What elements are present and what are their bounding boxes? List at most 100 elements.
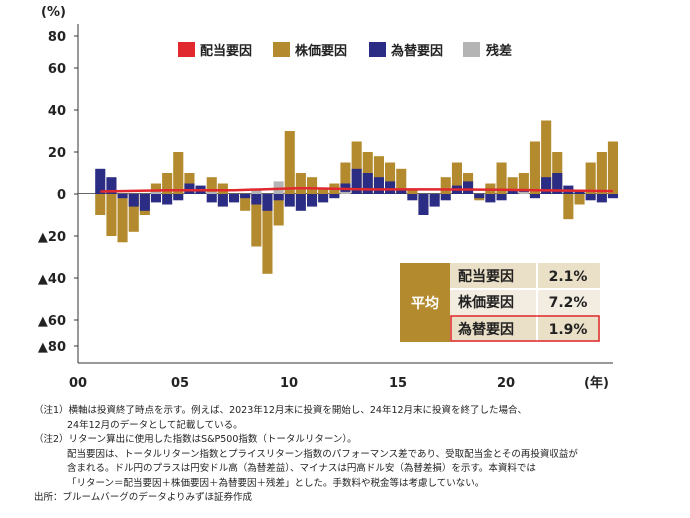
bar-stock <box>128 194 139 232</box>
bar-fx <box>529 194 540 199</box>
bar-fx <box>385 181 396 194</box>
bar-stock <box>385 162 396 194</box>
y-tick-label: 60 <box>48 62 66 77</box>
average-label-dividend: 配当要因 <box>458 268 514 285</box>
bar-stock <box>318 187 329 194</box>
bar-stock <box>351 141 362 194</box>
bar-stock <box>585 162 596 194</box>
bar-fx <box>139 194 150 211</box>
source-note: 出所：ブルームバーグのデータよりみずほ証券作成 <box>34 492 253 503</box>
bar-stock <box>563 194 574 220</box>
bar-stock <box>240 194 251 211</box>
average-value-stock: 7.2% <box>549 295 588 311</box>
bar-stock <box>340 162 351 194</box>
y-tick-label: ▲20 <box>38 230 66 245</box>
bar-stock <box>596 152 607 194</box>
bar-stock <box>507 177 518 194</box>
y-unit-label: (%) <box>41 5 66 20</box>
legend-label-residual: 残差 <box>486 43 512 59</box>
average-row-stock <box>450 289 600 315</box>
x-unit-label: (年) <box>584 375 609 391</box>
bar-stock <box>607 141 618 194</box>
bar-fx <box>607 194 618 199</box>
bar-stock <box>206 177 217 194</box>
bar-fx <box>440 194 451 201</box>
bar-fx <box>552 173 563 194</box>
y-tick-label: ▲40 <box>38 272 66 287</box>
bar-stock <box>373 156 384 194</box>
bar-stock <box>95 194 106 215</box>
x-tick-label: 00 <box>69 376 87 391</box>
bar-stock <box>217 183 228 194</box>
bar-stock <box>262 194 273 274</box>
bar-fx <box>585 194 596 201</box>
y-tick-label: 80 <box>48 30 66 45</box>
bar-fx <box>429 194 440 207</box>
average-row-fx <box>450 315 600 342</box>
legend-label-stock: 株価要因 <box>295 43 347 59</box>
bar-fx <box>507 189 518 194</box>
bar-stock <box>307 177 318 194</box>
dividend-series-line <box>100 186 614 193</box>
footnotes: （注1）横軸は投資終了時点を示す。例えば、2023年12月末に投資を開始し、24… <box>34 404 684 506</box>
bar-residual <box>150 191 161 194</box>
average-value-fx: 1.9% <box>549 322 588 338</box>
note-2-line-2: 配当要因は、トータルリターン指数とプライスリターン指数のパフォーマンス差であり、… <box>67 448 578 460</box>
x-tick-label: 10 <box>280 376 298 391</box>
bar-fx <box>396 189 407 194</box>
bar-fx <box>273 194 284 201</box>
x-tick-label: 15 <box>389 376 407 391</box>
x-tick-label: 20 <box>497 376 515 391</box>
bar-residual <box>251 189 262 194</box>
bar-stock <box>150 183 161 194</box>
bar-stock <box>496 162 507 194</box>
y-axis-ticks: 80 60 40 20 0 ▲20 ▲40 ▲60 ▲80 <box>38 30 78 355</box>
bar-fx <box>351 168 362 194</box>
bar-stock <box>574 194 585 205</box>
bar-stock <box>173 152 184 194</box>
bar-stock <box>396 168 407 194</box>
average-value-dividend: 2.1% <box>549 269 588 285</box>
y-tick-label: 40 <box>48 104 66 119</box>
bar-stock <box>295 173 306 194</box>
note-2-line-1: （注2）リターン算出に使用した指数はS&P500指数（トータルリターン）。 <box>34 434 357 445</box>
bar-fx <box>418 194 429 215</box>
bar-fx <box>229 194 240 203</box>
legend-label-dividend: 配当要因 <box>200 43 252 59</box>
bar-stock <box>529 141 540 194</box>
bar-fx <box>485 194 496 203</box>
bar-fx <box>318 194 329 203</box>
legend: 配当要因 株価要因 為替要因 残差 <box>178 42 512 59</box>
note-2-line-4: 「リターン＝配当要因＋株価要因＋為替要因＋残差」とした。手数料や税金等は考慮して… <box>67 477 485 489</box>
bar-fx <box>373 177 384 194</box>
bar-fx <box>407 194 418 201</box>
bar-stock <box>518 173 529 194</box>
bar-fx <box>596 194 607 203</box>
bar-stock <box>451 162 462 194</box>
average-table: 平均 配当要因 2.1% 株価要因 7.2% 為替要因 1.9% <box>400 263 600 342</box>
bar-fx <box>217 194 228 207</box>
bar-fx <box>206 194 217 203</box>
average-label-stock: 株価要因 <box>458 294 514 311</box>
bar-stock <box>273 194 284 226</box>
x-axis-ticks: 00 05 10 15 20 <box>69 376 515 391</box>
note-1-line-2: 24年12月のデータとして記載している。 <box>67 419 243 431</box>
bar-residual <box>518 191 529 194</box>
chart-svg: (%) (年) 80 60 40 20 0 ▲20 ▲40 ▲60 ▲80 00… <box>38 5 618 391</box>
bar-fx <box>95 168 106 194</box>
bar-fx <box>295 194 306 211</box>
bar-stock <box>106 194 117 236</box>
y-tick-label: 20 <box>48 146 66 161</box>
x-tick-label: 05 <box>171 376 189 391</box>
bar-fx <box>184 183 195 194</box>
bar-fx <box>251 194 262 205</box>
bar-fx <box>284 194 295 207</box>
average-title-cell <box>400 263 450 342</box>
note-2-line-3: 含まれる。ドル円のプラスは円安ドル高（為替差益）、マイナスは円高ドル安（為替差損… <box>67 463 536 474</box>
bar-fx <box>240 194 251 199</box>
bar-stock <box>162 173 173 194</box>
bar-fx <box>496 194 507 201</box>
average-title: 平均 <box>411 295 439 312</box>
bar-fx <box>117 194 128 199</box>
bar-fx <box>173 194 184 201</box>
